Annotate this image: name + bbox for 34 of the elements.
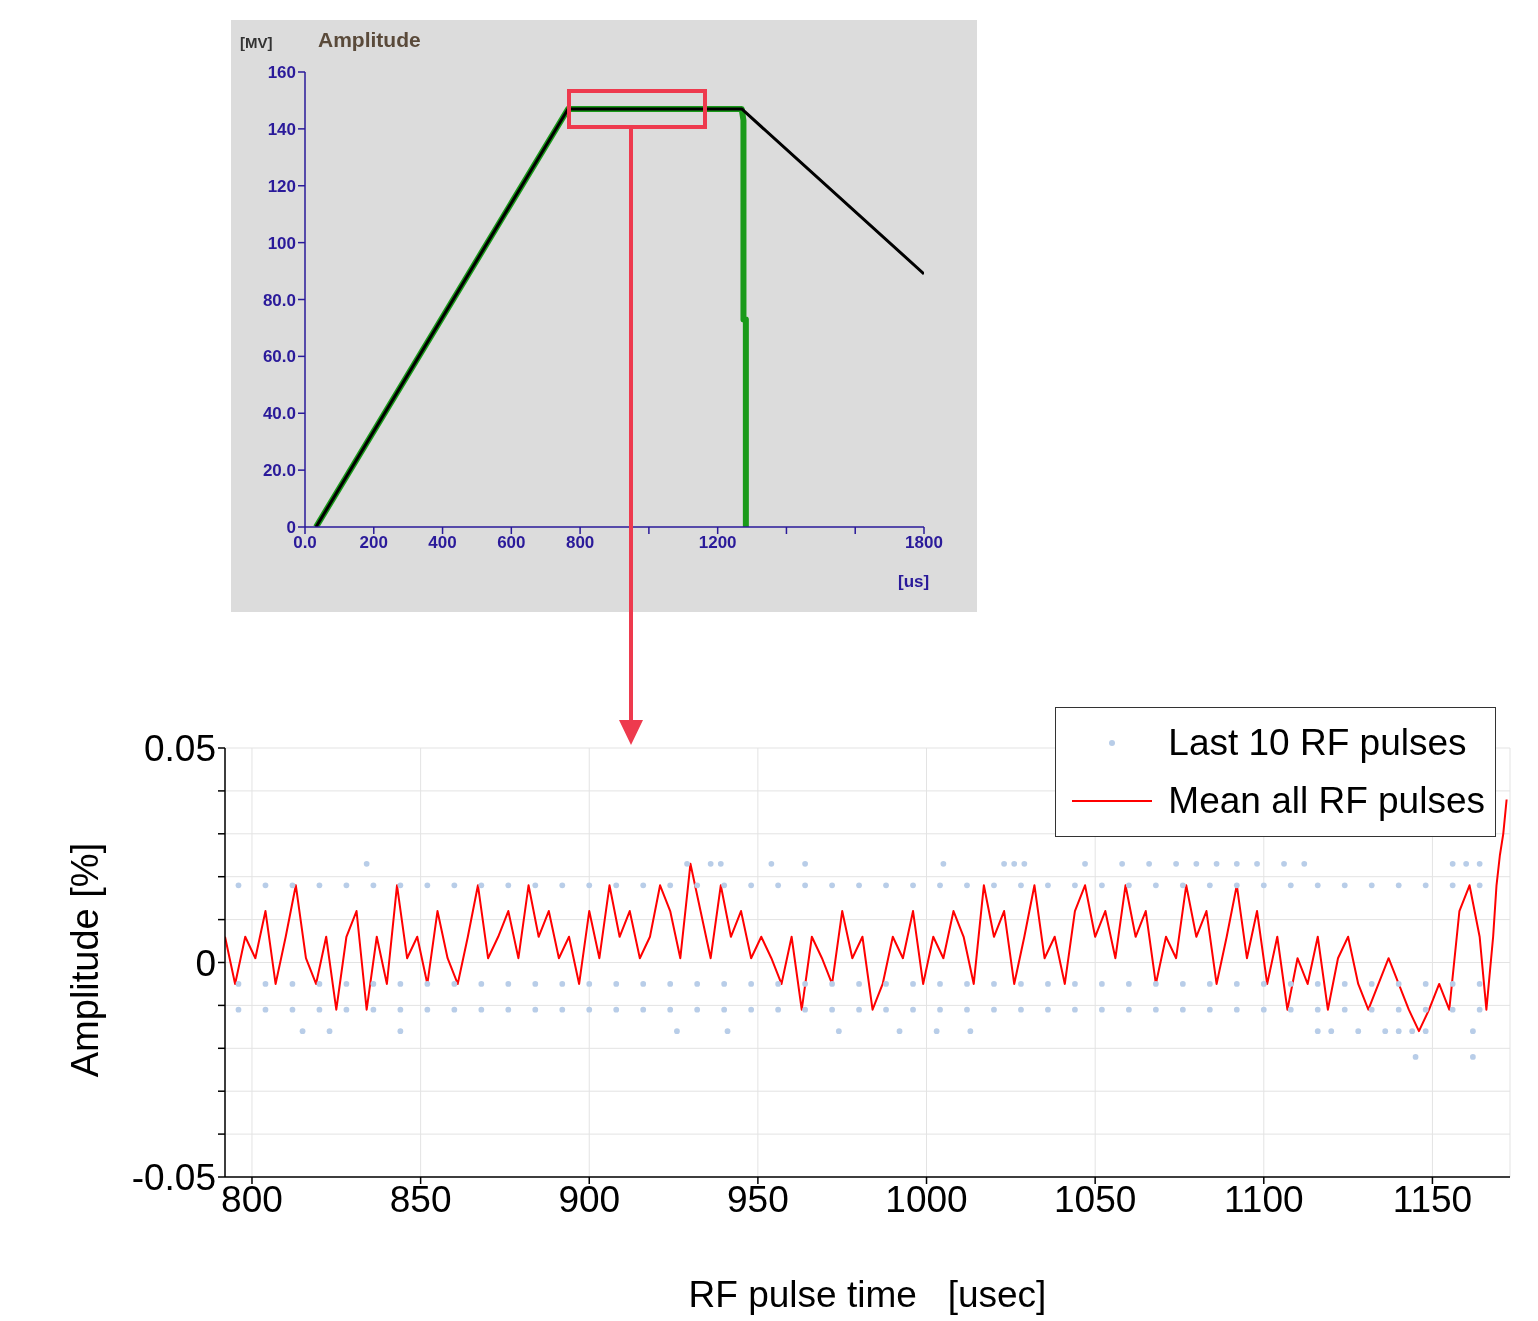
y-tick-label: 100	[267, 233, 296, 253]
y-tick-label: 120	[267, 176, 296, 196]
x-tick-label: 1800	[905, 533, 943, 553]
y-tick-label: 140	[267, 119, 296, 139]
x-tick-label: 850	[389, 1179, 452, 1221]
x-axis-title: RF pulse time [usec]	[687, 1274, 1048, 1316]
legend-label: Last 10 RF pulses	[1168, 721, 1467, 765]
y-tick-label: 160	[267, 63, 296, 83]
y-tick-label: 0	[195, 942, 216, 984]
x-tick-label: 1100	[1224, 1179, 1304, 1221]
y-tick-label: 0	[286, 518, 296, 538]
y-tick-label: 0.05	[143, 728, 216, 770]
x-tick-label: 950	[727, 1179, 789, 1221]
y-axis-title: [MV]	[240, 34, 273, 51]
x-tick-label: 800	[221, 1179, 283, 1221]
x-tick-label: 1150	[1392, 1179, 1473, 1221]
x-tick-label: 1000	[885, 1179, 968, 1221]
x-tick-label: 600	[497, 533, 526, 553]
x-tick-label: 1050	[1054, 1179, 1137, 1221]
x-tick-label: 400	[428, 533, 457, 553]
y-tick-label: 20.0	[262, 461, 296, 481]
y-tick-label: 40.0	[262, 404, 296, 424]
y-tick-label: 60.0	[262, 347, 296, 367]
y-tick-label: 80.0	[262, 290, 296, 310]
y-tick-label: -0.05	[131, 1157, 216, 1199]
x-tick-label: 800	[565, 533, 595, 553]
x-tick-label: 1200	[698, 533, 737, 553]
legend-label: Mean all RF pulses	[1168, 779, 1485, 823]
x-axis-title: [us]	[898, 572, 930, 592]
chart-title: Amplitude	[318, 28, 421, 52]
x-tick-label: 900	[558, 1179, 621, 1221]
y-axis-title: Amplitude [%]	[63, 842, 107, 1078]
x-tick-label: 200	[359, 533, 388, 553]
x-tick-label: 0.0	[293, 533, 317, 553]
